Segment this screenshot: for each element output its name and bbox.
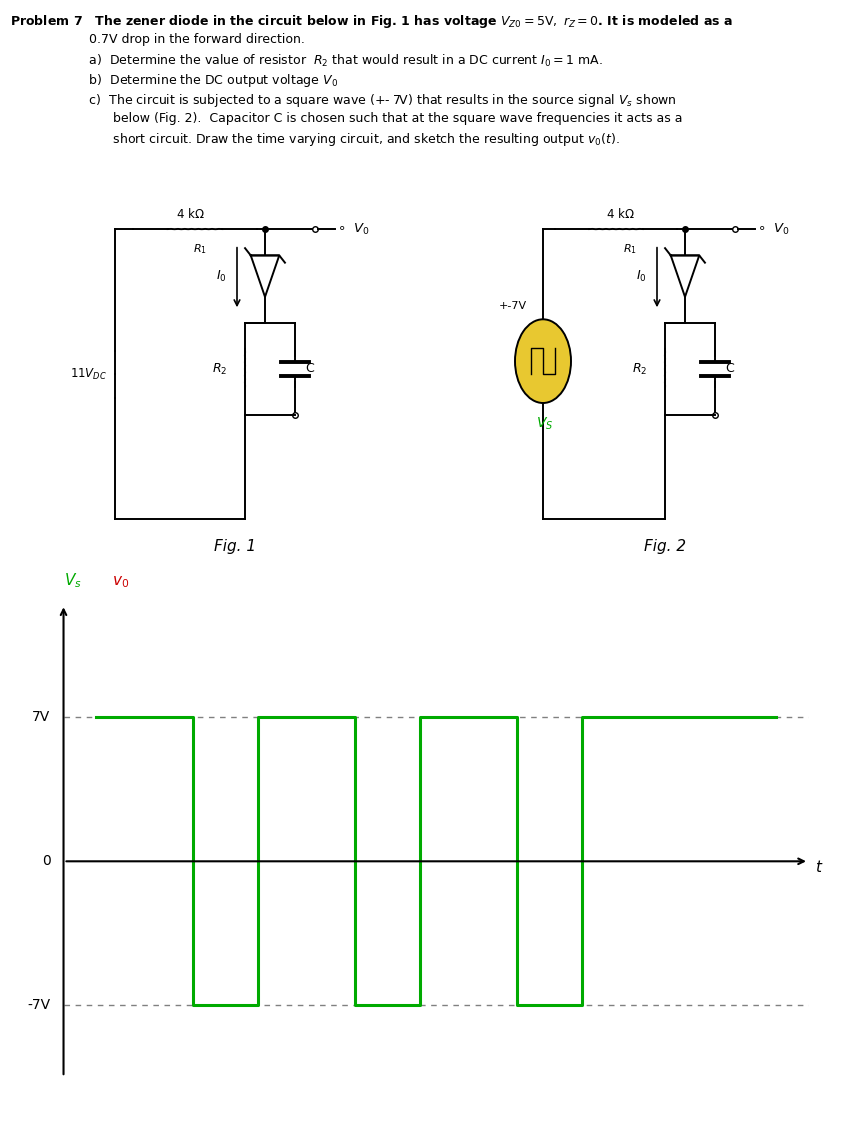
Text: $V_S$: $V_S$ [536,416,554,433]
Text: $R_1$: $R_1$ [623,242,637,256]
Text: $v_0$: $v_0$ [112,574,130,590]
Text: $R_1$: $R_1$ [193,242,207,256]
Text: Problem 7   The zener diode in the circuit below in Fig. 1 has voltage $V_{Z0}=5: Problem 7 The zener diode in the circuit… [10,13,733,30]
Text: b)  Determine the DC output voltage $V_0$: b) Determine the DC output voltage $V_0$ [57,72,338,90]
Text: 0.7V drop in the forward direction.: 0.7V drop in the forward direction. [57,33,305,46]
Text: $\circ$  $V_0$: $\circ$ $V_0$ [757,222,790,237]
Text: $V_s$: $V_s$ [64,572,81,590]
Text: +-7V: +-7V [499,302,527,312]
Text: 4 k$\Omega$: 4 k$\Omega$ [175,207,204,221]
Text: 4 k$\Omega$: 4 k$\Omega$ [606,207,634,221]
Text: short circuit. Draw the time varying circuit, and sketch the resulting output $v: short circuit. Draw the time varying cir… [57,131,620,148]
Text: $11V_{DC}$: $11V_{DC}$ [70,367,107,382]
Text: C: C [305,362,313,376]
Text: Fig. 2: Fig. 2 [644,539,686,554]
Text: $I_0$: $I_0$ [636,269,647,284]
Text: $I_0$: $I_0$ [216,269,227,284]
Text: below (Fig. 2).  Capacitor C is chosen such that at the square wave frequencies : below (Fig. 2). Capacitor C is chosen su… [57,112,683,124]
Text: $R_2$: $R_2$ [632,361,647,377]
Text: 7V: 7V [32,711,51,724]
Text: Fig. 1: Fig. 1 [214,539,256,554]
Text: $R_2$: $R_2$ [212,361,227,377]
Text: $\circ$  $V_0$: $\circ$ $V_0$ [337,222,370,237]
Ellipse shape [515,319,571,404]
Text: $t$: $t$ [816,860,824,876]
Text: C: C [725,362,734,376]
Text: a)  Determine the value of resistor  $R_2$ that would result in a DC current $I_: a) Determine the value of resistor $R_2$… [57,53,603,68]
Text: 0: 0 [42,854,51,869]
Text: -7V: -7V [27,998,51,1012]
Text: c)  The circuit is subjected to a square wave (+- 7V) that results in the source: c) The circuit is subjected to a square … [57,92,677,109]
